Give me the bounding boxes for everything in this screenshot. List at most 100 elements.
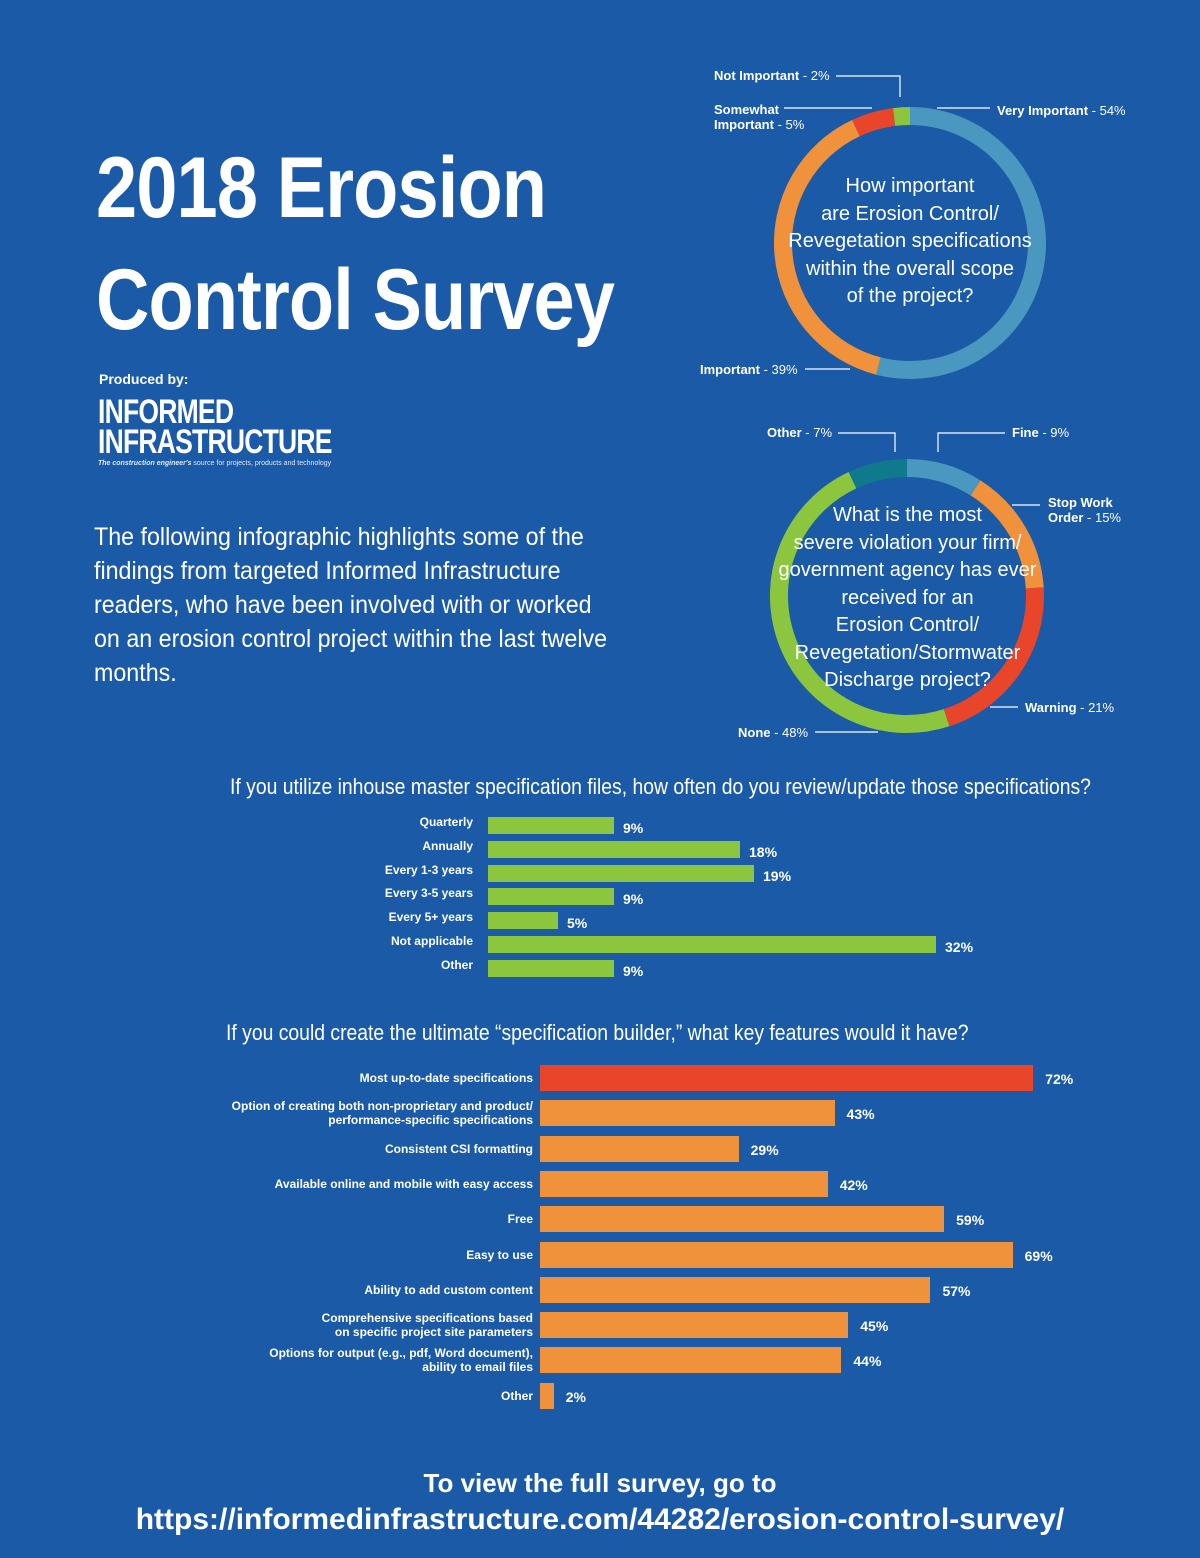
- title-line-2: Control Survey: [96, 252, 615, 348]
- bar: [488, 912, 558, 930]
- donut-violation-label-other: Other - 7%: [767, 425, 832, 440]
- bar-value-label: 5%: [567, 915, 588, 932]
- bar-value-label: 19%: [763, 867, 792, 884]
- slice-value-text: - 2%: [799, 68, 830, 83]
- slice-value-text: - 21%: [1076, 700, 1115, 715]
- survey-link[interactable]: https://informedinfrastructure.com/44282…: [135, 1503, 1065, 1536]
- donut-importance-label-very-important: Very Important - 54%: [997, 103, 1126, 118]
- informed-infrastructure-logo: INFORMED INFRASTRUCTURE The construction…: [98, 395, 398, 467]
- feature-category-label: Comprehensive specifications based on spe…: [213, 1311, 533, 1339]
- feature-category-label: Options for output (e.g., pdf, Word docu…: [213, 1346, 533, 1374]
- feature-category-line: Options for output (e.g., pdf, Word docu…: [269, 1346, 533, 1361]
- question-line: What is the most: [833, 504, 982, 526]
- donut-importance-slice-very-important: [876, 107, 1046, 379]
- feature-category-line: Ability to add custom content: [364, 1282, 533, 1297]
- footer-line-1: To view the full survey, go to: [423, 1468, 777, 1498]
- bar-value-label: 9%: [623, 891, 644, 908]
- bar: [540, 1347, 842, 1374]
- bar-category-label: Annually: [422, 838, 473, 853]
- bar: [488, 840, 740, 858]
- donut-violation-slice-fine: [906, 459, 981, 496]
- page-title: 2018 Erosion Control Survey: [96, 132, 646, 356]
- bar: [540, 1206, 945, 1233]
- question-line: Discharge project?: [824, 669, 991, 691]
- bar-category-label: Not applicable: [390, 934, 473, 948]
- bar: [540, 1100, 835, 1127]
- slice-label-text: Somewhat: [714, 102, 780, 117]
- bar-value-label: 43%: [846, 1106, 875, 1123]
- question-line: received for an: [841, 586, 974, 609]
- question-line: within the overall scope: [806, 257, 1014, 280]
- bar-value-label: 57%: [942, 1282, 971, 1299]
- donut-violation-label-warning: Warning - 21%: [1025, 700, 1114, 715]
- feature-category-line: Comprehensive specifications based: [321, 1311, 533, 1326]
- bar-value-label: 69%: [1024, 1247, 1053, 1264]
- bar: [540, 1382, 554, 1409]
- bar-value-label: 42%: [839, 1176, 868, 1193]
- bar-value-label: 9%: [623, 962, 644, 979]
- donut-importance-slice-somewhat-important: [852, 108, 896, 137]
- slice-label-text: Other: [767, 425, 802, 440]
- feature-category-line: on specific project site parameters: [334, 1325, 533, 1340]
- question-line: of the project?: [846, 285, 974, 307]
- feature-category-label: Most up-to-date specifications: [213, 1071, 533, 1085]
- donut-violation-slice-stop-work-order: [970, 480, 1044, 589]
- produced-by-label: Produced by:: [99, 371, 189, 387]
- intro-paragraph: The following infographic highlights som…: [94, 523, 608, 687]
- slice-value-text: - 48%: [770, 725, 809, 740]
- bar-value-label: 18%: [749, 843, 778, 860]
- feature-category-line: performance-specific specifications: [328, 1113, 533, 1128]
- bar: [488, 959, 614, 977]
- bar: [540, 1065, 1034, 1091]
- bar-value-label: 45%: [860, 1318, 889, 1335]
- bar-category-label: Every 5+ years: [388, 910, 473, 925]
- bar-category-label: Every 1-3 years: [384, 862, 473, 877]
- donut-violation-slice-none: [770, 472, 950, 733]
- donut-violation-leader-other: [838, 432, 896, 452]
- question-line: severe violation your firm/: [793, 531, 1022, 554]
- feature-category-line: Easy to use: [466, 1247, 533, 1262]
- slice-value-text: - 15%: [1083, 510, 1121, 525]
- logo-tagline-bold: The construction engineer's: [98, 460, 192, 467]
- bar-chart-spec-review-title: If you utilize inhouse master specificat…: [230, 774, 1091, 799]
- donut-violation-label-none: None - 48%: [738, 725, 808, 740]
- donut-importance-leader-not-important: [836, 75, 901, 97]
- slice-label-text: Fine: [1012, 425, 1039, 440]
- feature-category-line: Option of creating both non-proprietary …: [231, 1099, 533, 1114]
- donut-violation-label-stop-work-order: Stop Work Order - 15%: [1048, 495, 1121, 525]
- bar-category-label: Quarterly: [419, 815, 473, 829]
- donut-violation-label-fine: Fine - 9%: [1012, 425, 1069, 440]
- donut-importance-label-not-important: Not Important - 2%: [714, 68, 830, 83]
- feature-category-label: Ability to add custom content: [213, 1283, 533, 1297]
- feature-category-label: Easy to use: [213, 1248, 533, 1262]
- slice-value-text: - 54%: [1088, 103, 1126, 118]
- question-line: How important: [845, 175, 975, 197]
- bar-category-label: Every 3-5 years: [384, 886, 473, 901]
- slice-label-text: None: [738, 725, 771, 740]
- bar: [488, 817, 614, 834]
- question-line: Revegetation/Stormwater: [794, 641, 1021, 664]
- bar: [540, 1135, 739, 1162]
- donut-violation-slice-other: [848, 459, 908, 489]
- slice-value-text: - 7%: [801, 425, 833, 440]
- feature-category-label: Consistent CSI formatting: [213, 1142, 533, 1156]
- slice-label-text: Very Important: [997, 103, 1089, 118]
- slice-label-text: Stop Work: [1048, 495, 1113, 510]
- bar-chart-features-title: If you could create the ultimate “specif…: [226, 1020, 969, 1045]
- logo-line-2: INFRASTRUCTURE: [98, 423, 332, 461]
- feature-category-line: Free: [507, 1212, 533, 1227]
- bar: [488, 888, 614, 906]
- feature-category-label: Available online and mobile with easy ac…: [213, 1177, 533, 1191]
- feature-category-label: Other: [213, 1389, 533, 1403]
- feature-category-line: ability to email files: [422, 1360, 533, 1375]
- feature-category-line: Consistent CSI formatting: [384, 1141, 533, 1156]
- bar: [488, 864, 754, 882]
- bar-value-label: 29%: [750, 1141, 779, 1158]
- donut-violation-question: What is the most severe violation your fi…: [765, 502, 1050, 695]
- logo-tagline-rest: source for projects, products and techno…: [191, 460, 332, 467]
- feature-category-line: Most up-to-date specifications: [359, 1071, 533, 1085]
- donut-violation-leader-fine: [937, 432, 1005, 452]
- bar: [540, 1276, 931, 1303]
- bar: [488, 936, 936, 953]
